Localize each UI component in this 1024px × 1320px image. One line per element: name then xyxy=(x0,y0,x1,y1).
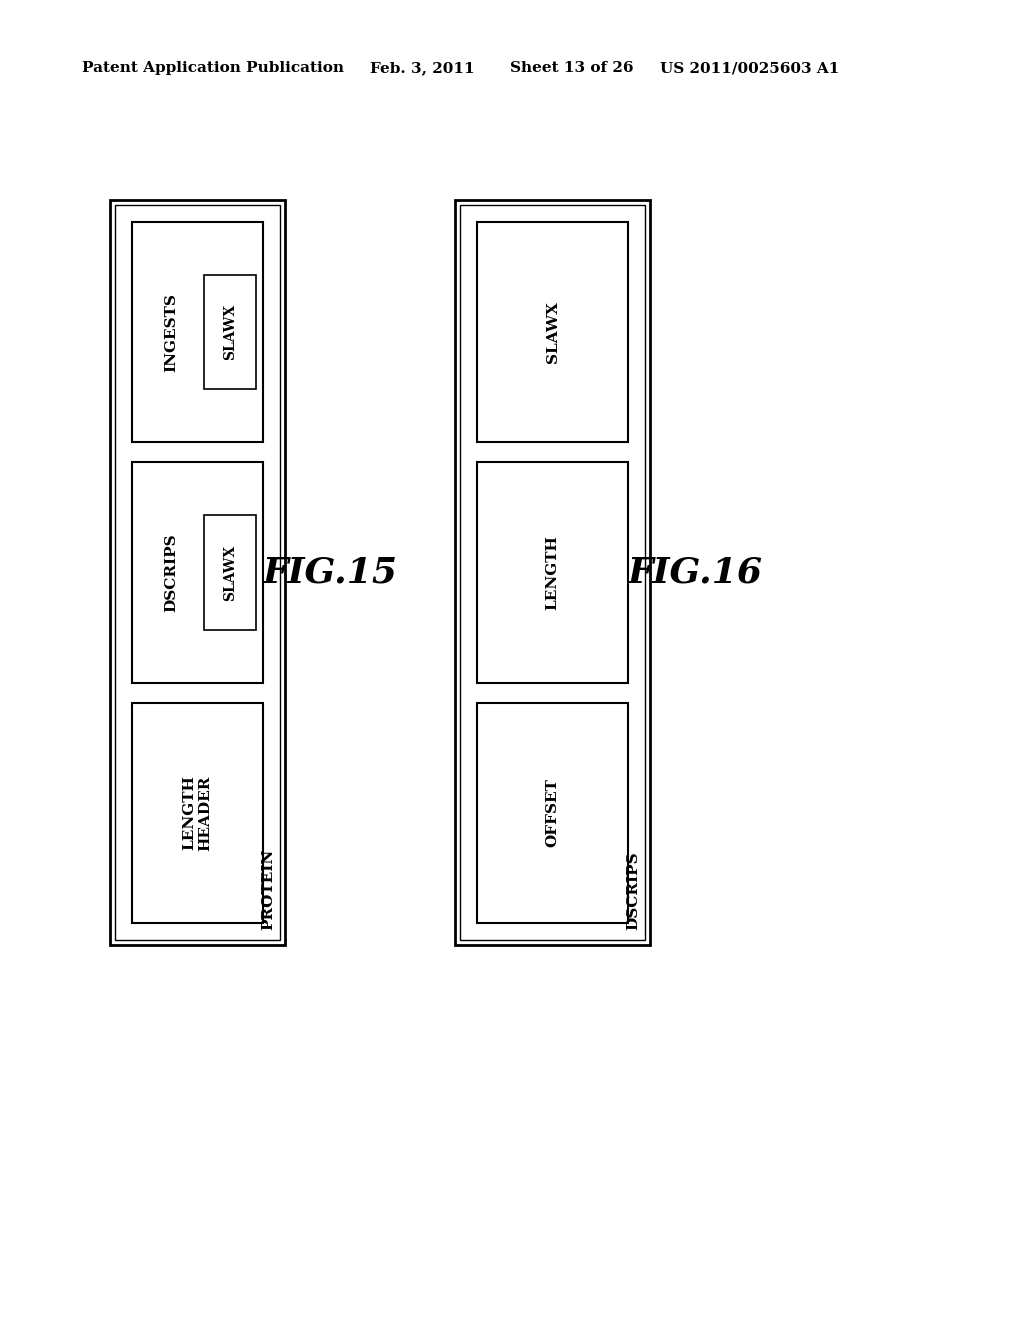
Text: PROTEIN: PROTEIN xyxy=(261,849,275,931)
Bar xyxy=(204,275,256,389)
Bar xyxy=(455,201,650,945)
Bar xyxy=(132,702,263,923)
Bar xyxy=(115,205,280,940)
Bar xyxy=(132,462,263,682)
Text: FIG.15: FIG.15 xyxy=(262,556,397,590)
Text: Feb. 3, 2011: Feb. 3, 2011 xyxy=(370,61,475,75)
Bar xyxy=(477,702,628,923)
Text: Sheet 13 of 26: Sheet 13 of 26 xyxy=(510,61,634,75)
Text: FIG.16: FIG.16 xyxy=(628,556,763,590)
Bar xyxy=(477,462,628,682)
Bar xyxy=(132,222,263,442)
Bar xyxy=(460,205,645,940)
Text: INGESTS: INGESTS xyxy=(164,293,178,372)
Text: DSCRIPS: DSCRIPS xyxy=(626,851,640,931)
Bar xyxy=(110,201,285,945)
Bar xyxy=(477,222,628,442)
Text: Patent Application Publication: Patent Application Publication xyxy=(82,61,344,75)
Text: US 2011/0025603 A1: US 2011/0025603 A1 xyxy=(660,61,840,75)
Text: LENGTH: LENGTH xyxy=(546,535,559,610)
Bar xyxy=(204,515,256,630)
Text: SLAWX: SLAWX xyxy=(546,301,559,363)
Text: SLAWX: SLAWX xyxy=(223,544,238,601)
Text: DSCRIPS: DSCRIPS xyxy=(164,533,178,611)
Text: OFFSET: OFFSET xyxy=(546,779,559,847)
Text: SLAWX: SLAWX xyxy=(223,304,238,360)
Text: LENGTH
HEADER: LENGTH HEADER xyxy=(182,775,213,850)
